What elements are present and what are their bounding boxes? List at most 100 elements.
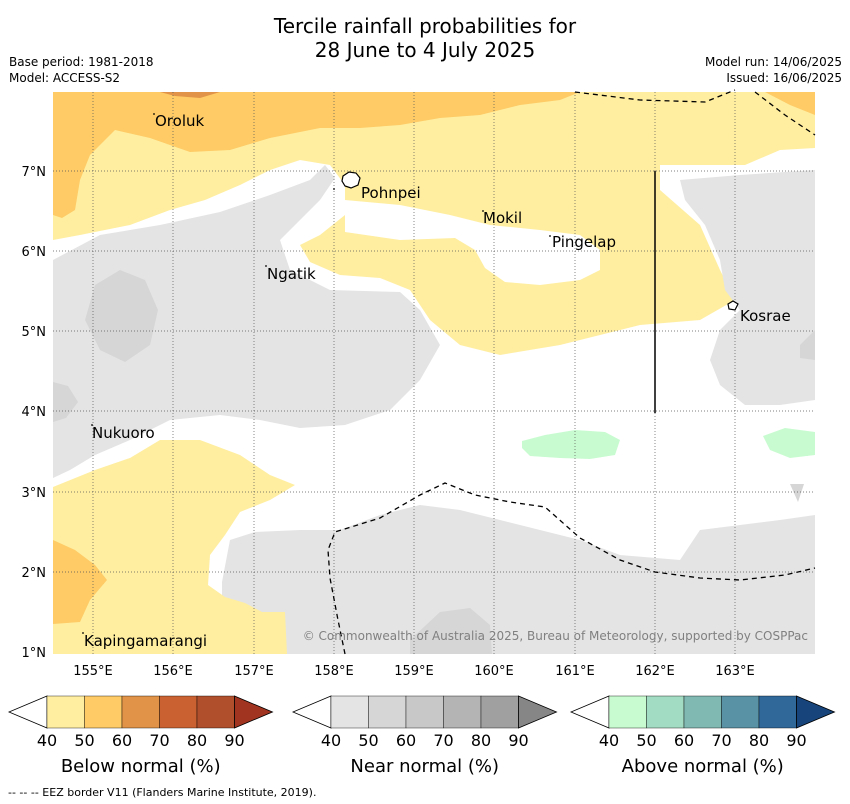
lat-tick: 2°N — [22, 566, 47, 581]
below-normal-zone-southwest-50 — [53, 540, 107, 624]
ant-atoll-marker — [333, 188, 335, 190]
lat-tick: 5°N — [22, 325, 47, 340]
lon-tick: 157°E — [234, 664, 274, 679]
colorbar-tick-label: 40 — [321, 731, 341, 750]
colorbar-tick-label: 40 — [37, 731, 57, 750]
pingelap-marker — [549, 235, 551, 237]
place-label-ngatik: Ngatik — [267, 265, 316, 283]
below-normal-zone-north-60 — [160, 92, 220, 98]
model-name: Model: ACCESS-S2 — [9, 71, 121, 85]
lon-tick: 159°E — [394, 664, 434, 679]
colorbar-tick-label: 70 — [149, 731, 169, 750]
colorbar-segment — [443, 695, 482, 729]
colorbar-tick-label: 90 — [786, 731, 806, 750]
colorbar-tick-label: 60 — [674, 731, 694, 750]
near-normal-zone-west-50 — [85, 270, 158, 362]
place-label-nukuoro: Nukuoro — [92, 424, 155, 442]
colorbar-segment — [368, 695, 407, 729]
colorbar-title: Near normal (%) — [350, 756, 499, 777]
gridlines — [53, 92, 815, 654]
lat-tick: 3°N — [22, 486, 47, 501]
lon-tick: 156°E — [153, 664, 193, 679]
lon-tick: 155°E — [73, 664, 113, 679]
colorbar-segment — [46, 695, 85, 729]
colorbar-segment — [721, 695, 760, 729]
model-run: Model run: 14/06/2025 — [704, 55, 842, 69]
near-normal-zone-south-50 — [410, 608, 492, 654]
colorbar-high-triangle — [234, 695, 274, 729]
near-normal-zone-east — [680, 170, 815, 405]
pohnpei-island-icon — [341, 171, 361, 189]
near-normal-zone-east-small — [790, 484, 804, 502]
colorbar-near-normal: 40 50 60 70 80 90 Near normal (%) — [291, 695, 558, 777]
ngatik-marker — [265, 265, 267, 267]
atoll-markers — [82, 113, 551, 634]
colorbar-title: Above normal (%) — [622, 756, 784, 777]
probability-field — [53, 92, 815, 654]
lat-tick: 1°N — [22, 646, 47, 661]
mokil-marker — [482, 210, 484, 212]
kosrae-island-icon — [727, 300, 739, 311]
colorbar-title: Below normal (%) — [61, 756, 221, 777]
colorbar-tick-label: 80 — [749, 731, 769, 750]
oroluk-marker — [153, 113, 155, 115]
colorbar-tick-label: 70 — [711, 731, 731, 750]
place-label-mokil: Mokil — [483, 209, 522, 227]
colorbar-segment — [84, 695, 123, 729]
eez-border-north — [574, 89, 736, 103]
near-normal-zone-west — [53, 165, 440, 478]
colorbar-tick-label: 60 — [112, 731, 132, 750]
chart-title-line1: Tercile rainfall probabilities for — [273, 14, 577, 38]
colorbar-high-triangle — [518, 695, 558, 729]
eez-border-south — [327, 482, 816, 655]
latitude-ticks: 7°N 6°N 5°N 4°N 3°N 2°N 1°N — [22, 165, 47, 661]
place-label-oroluk: Oroluk — [155, 112, 204, 130]
colorbar-tick-label: 50 — [636, 731, 656, 750]
colorbar-tick-label: 90 — [508, 731, 528, 750]
below-normal-zone-northeast-50 — [765, 92, 815, 115]
colorbar-segment — [121, 695, 160, 729]
lon-tick: 158°E — [314, 664, 354, 679]
place-label-pingelap: Pingelap — [552, 233, 616, 251]
eez-border-northeast — [754, 91, 816, 136]
chart-title-line2: 28 June to 4 July 2025 — [314, 38, 536, 62]
colorbar-segment — [196, 695, 235, 729]
colorbar-low-triangle — [291, 695, 332, 729]
colorbar-tick-label: 50 — [358, 731, 378, 750]
below-normal-zone-southwest — [53, 440, 295, 654]
colorbar-high-triangle — [796, 695, 836, 729]
lat-tick: 6°N — [22, 245, 47, 260]
colorbar-tick-label: 80 — [471, 731, 491, 750]
place-label-pohnpei: Pohnpei — [361, 184, 421, 202]
colorbar-segment — [758, 695, 797, 729]
lon-tick: 162°E — [635, 664, 675, 679]
copyright-notice: © Commonwealth of Australia 2025, Bureau… — [303, 629, 808, 643]
colorbar-segment — [330, 695, 369, 729]
colorbar-tick-label: 50 — [74, 731, 94, 750]
above-normal-zone-1 — [522, 430, 620, 459]
colorbar-segment — [646, 695, 685, 729]
below-normal-zone-north-50 — [53, 92, 580, 218]
issued-date: Issued: 16/06/2025 — [726, 71, 842, 85]
colorbar-tick-label: 40 — [599, 731, 619, 750]
colorbar-tick-label: 60 — [396, 731, 416, 750]
near-normal-zone-south — [222, 505, 815, 654]
near-normal-zone-east-50 — [800, 330, 815, 360]
lat-tick: 7°N — [22, 165, 47, 180]
colorbar-tick-label: 90 — [224, 731, 244, 750]
place-label-kosrae: Kosrae — [740, 307, 791, 325]
eez-footnote: -- -- -- EEZ border V11 (Flanders Marine… — [8, 786, 317, 799]
lat-tick: 4°N — [22, 405, 47, 420]
nukuoro-marker — [91, 424, 93, 426]
colorbar-low-triangle — [7, 695, 48, 729]
colorbar-segment — [683, 695, 722, 729]
colorbar-segment — [608, 695, 647, 729]
colorbar-tick-label: 80 — [187, 731, 207, 750]
eez-borders — [327, 89, 816, 655]
near-normal-zone-west-edge-50 — [53, 382, 78, 422]
lon-tick: 161°E — [555, 664, 595, 679]
colorbar-segment — [405, 695, 444, 729]
